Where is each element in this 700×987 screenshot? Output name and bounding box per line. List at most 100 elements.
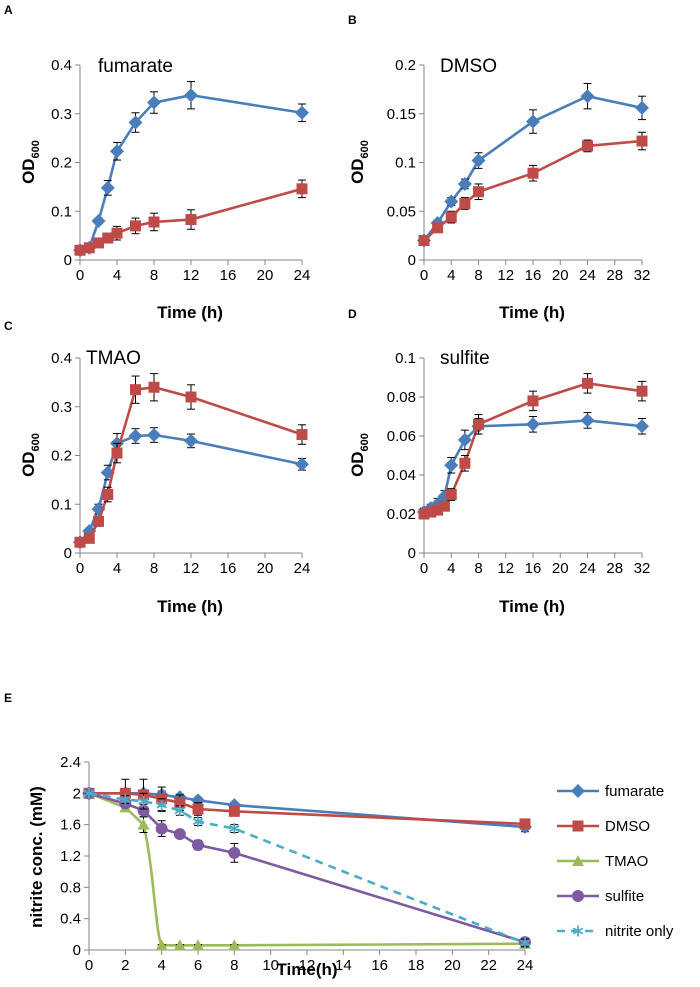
x-tick-label: 28 bbox=[606, 560, 623, 577]
legend-label: sulfite bbox=[605, 888, 644, 905]
x-tick-label: 12 bbox=[183, 560, 200, 577]
data-point bbox=[147, 95, 161, 110]
data-point bbox=[111, 447, 123, 459]
y-tick-label: 1.6 bbox=[60, 817, 81, 834]
data-point bbox=[418, 235, 430, 246]
y-tick-label: 0 bbox=[73, 942, 81, 959]
data-point bbox=[147, 428, 161, 443]
data-point bbox=[91, 214, 106, 228]
x-tick-label: 16 bbox=[220, 560, 237, 577]
data-point bbox=[155, 939, 168, 951]
data-point bbox=[444, 194, 459, 209]
legend-entry: nitrite only bbox=[557, 923, 674, 940]
y-tick-label: 0.2 bbox=[51, 448, 72, 465]
x-tick-label: 4 bbox=[447, 267, 455, 284]
legend-marker bbox=[572, 855, 584, 866]
series-blue bbox=[73, 81, 309, 258]
panel-e: E00.40.81.21.622.40 2 4 6 8 10 12 14 16 18 20 22 24T… bbox=[4, 691, 674, 979]
data-point bbox=[582, 140, 593, 152]
data-point bbox=[582, 377, 593, 389]
data-point bbox=[111, 227, 123, 239]
panel-label: A bbox=[4, 3, 13, 17]
series-line bbox=[79, 385, 303, 544]
legend-marker bbox=[572, 890, 584, 902]
x-tick-label: 0 bbox=[420, 560, 428, 577]
data-point bbox=[130, 220, 141, 232]
series-line bbox=[423, 139, 643, 242]
data-point bbox=[438, 500, 450, 512]
y-tick-label: 0.2 bbox=[51, 155, 72, 172]
x-tick-label: 12 bbox=[497, 267, 514, 284]
series-nitrite-only bbox=[83, 787, 531, 949]
data-point bbox=[148, 216, 160, 228]
x-tick-label: 24 bbox=[294, 267, 311, 284]
data-point bbox=[185, 214, 197, 226]
data-point bbox=[74, 536, 86, 548]
series-red bbox=[418, 373, 648, 520]
y-tick-label: 0.4 bbox=[51, 350, 72, 367]
x-tick-label: 12 bbox=[299, 957, 316, 974]
y-axis-label: nitrite conc. (mM) bbox=[27, 786, 46, 928]
y-tick-label: 2 bbox=[73, 785, 81, 802]
x-tick-label: 24 bbox=[517, 957, 534, 974]
data-point bbox=[128, 115, 143, 130]
data-point bbox=[174, 797, 186, 809]
series-dmso bbox=[83, 778, 531, 830]
data-point bbox=[173, 828, 186, 841]
y-tick-label: 0.06 bbox=[387, 428, 416, 445]
x-tick-label: 0 bbox=[76, 560, 84, 577]
x-tick-label: 14 bbox=[335, 957, 352, 974]
series-red bbox=[74, 179, 308, 256]
x-tick-label: 24 bbox=[579, 560, 596, 577]
data-point bbox=[445, 489, 457, 500]
panel-a: A 0 0.1 0.2 0.3 0.4 0 4 8 12 16 20 24 Time (h) OD600 fu… bbox=[4, 3, 310, 322]
data-point bbox=[527, 395, 539, 407]
y-tick-label: 0 bbox=[408, 545, 416, 562]
data-point bbox=[432, 504, 444, 516]
x-tick-label: 8 bbox=[230, 957, 238, 974]
legend-entry: fumarate bbox=[557, 783, 664, 800]
data-point bbox=[526, 114, 540, 129]
x-tick-label: 20 bbox=[257, 267, 274, 284]
panel-b: B 0 0.05 0.1 0.15 0.2 0 4 8 12 16 20 24 28 32 Time (h) O… bbox=[348, 13, 650, 322]
data-point bbox=[156, 799, 167, 811]
y-tick-label: 0.1 bbox=[51, 496, 72, 513]
data-point bbox=[137, 818, 150, 830]
data-point bbox=[110, 144, 124, 159]
data-point bbox=[128, 429, 143, 443]
x-tick-label: 8 bbox=[474, 267, 482, 284]
legend-label: TMAO bbox=[605, 853, 648, 870]
panel-label: D bbox=[348, 307, 357, 321]
y-tick-label: 0.04 bbox=[387, 467, 416, 484]
data-point bbox=[580, 413, 595, 428]
data-point bbox=[636, 385, 648, 397]
chart-title: sulfite bbox=[440, 348, 490, 369]
x-tick-label: 22 bbox=[480, 957, 497, 974]
x-tick-label: 24 bbox=[579, 267, 596, 284]
data-point bbox=[229, 823, 240, 835]
series-line bbox=[89, 792, 526, 826]
legend-label: fumarate bbox=[605, 783, 664, 800]
x-tick-label: 0 bbox=[76, 267, 84, 284]
data-point bbox=[296, 429, 308, 441]
data-point bbox=[473, 418, 484, 430]
y-tick-label: 2.4 bbox=[60, 754, 81, 771]
data-point bbox=[138, 795, 149, 807]
y-axis-label: OD600 bbox=[348, 433, 371, 477]
x-axis-label: Time (h) bbox=[157, 597, 223, 616]
x-tick-label: 2 bbox=[121, 957, 129, 974]
data-point bbox=[580, 89, 595, 104]
series-red bbox=[74, 373, 308, 548]
x-tick-label: 12 bbox=[183, 267, 200, 284]
data-point bbox=[185, 391, 197, 403]
y-tick-label: 0.4 bbox=[51, 57, 72, 74]
series-blue bbox=[417, 412, 649, 520]
x-tick-label: 0 bbox=[420, 267, 428, 284]
data-point bbox=[459, 197, 471, 209]
legend-marker bbox=[571, 784, 585, 798]
x-tick-label: 16 bbox=[371, 957, 388, 974]
y-tick-label: 0.15 bbox=[387, 106, 416, 123]
x-tick-label: 4 bbox=[113, 267, 121, 284]
y-tick-label: 0.3 bbox=[51, 106, 72, 123]
